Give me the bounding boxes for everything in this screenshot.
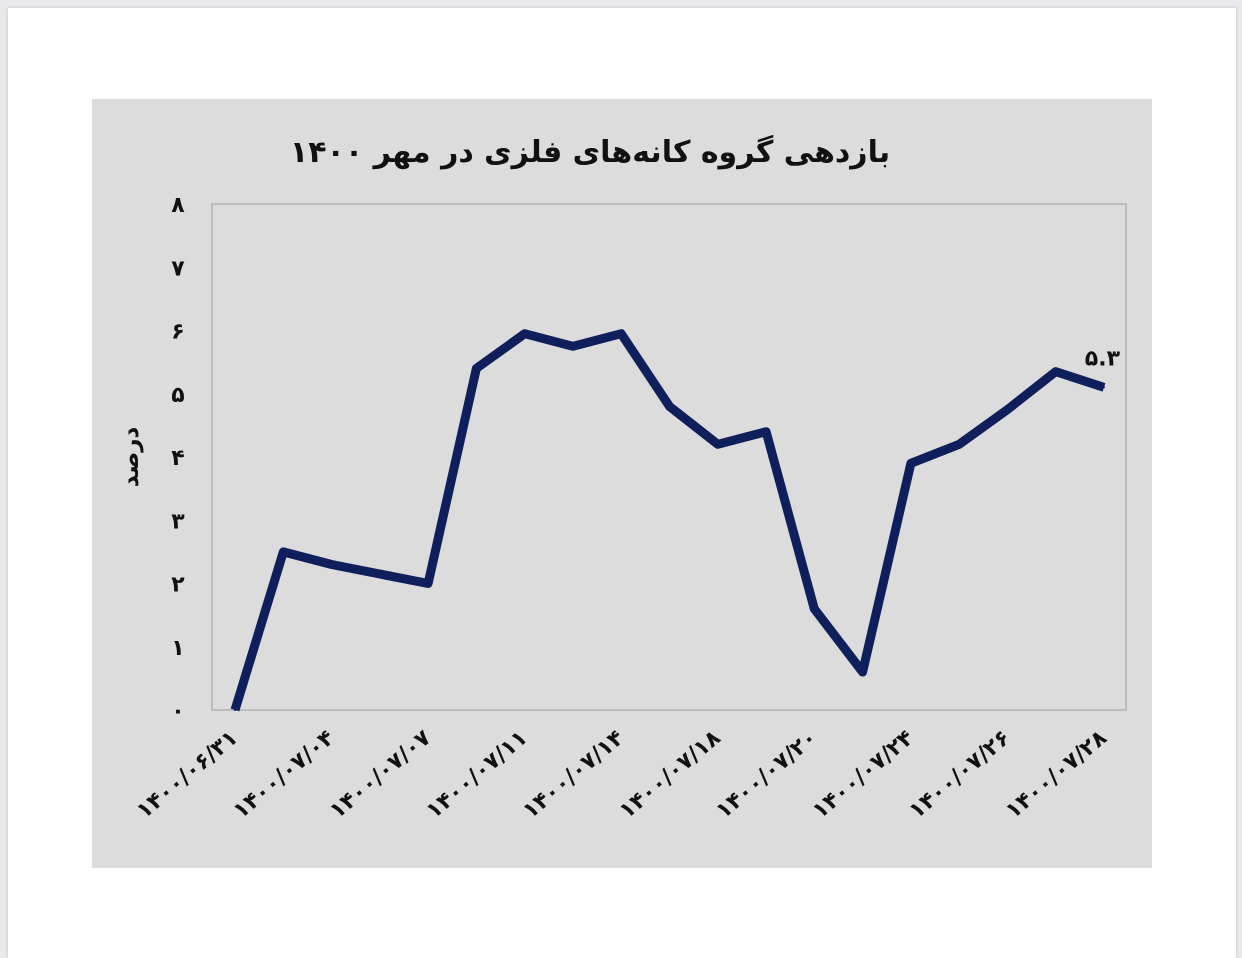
x-tick-label: ۱۴۰۰/۰۷/۱۸ [615,725,726,824]
y-tick-labels: ۰ ۱ ۲ ۳ ۴ ۵ ۶ ۷ ۸ [171,193,185,724]
x-tick-label: ۱۴۰۰/۰۷/۲۰ [712,725,823,824]
series-layer [230,329,1106,712]
data-point [571,345,574,348]
data-point [378,573,381,575]
data-point [909,462,912,465]
x-tick-label: ۱۴۰۰/۰۷/۰۷ [325,725,436,824]
y-tick-label: ۳ [171,509,185,534]
data-label-layer: ۵.۳ [1085,346,1121,371]
data-point [668,405,671,408]
x-tick-label: ۱۴۰۰/۰۷/۲۸ [1001,725,1112,824]
x-tick-label: ۱۴۰۰/۰۷/۲۴ [808,725,919,824]
y-tick-label: ۷ [171,256,185,281]
data-point [1054,370,1057,373]
plot-border [211,203,1127,711]
y-tick-label: ۲ [171,573,185,598]
data-point [861,671,864,673]
x-tick-label: ۱۴۰۰/۰۷/۱۱ [422,725,533,824]
data-point [1103,386,1105,389]
y-tick-label: ۰ [171,699,184,724]
data-point [523,332,526,335]
data-point [765,430,768,433]
y-tick-label: ۴ [171,446,184,471]
y-tick-label: ۵ [171,383,184,408]
data-label: ۵.۳ [1085,346,1121,371]
x-tick-label: ۱۴۰۰/۰۷/۰۴ [229,725,340,824]
x-tick-label: ۱۴۰۰/۰۷/۱۴ [518,725,629,824]
y-tick-label: ۶ [171,320,184,345]
data-point [475,367,478,370]
y-tick-label: ۱ [171,636,184,661]
data-point [427,582,430,585]
data-point [330,563,333,566]
x-tick-label: ۱۴۰۰/۰۷/۲۶ [905,725,1016,824]
data-point [716,443,719,446]
series-line [230,329,1106,712]
data-point [958,443,961,446]
chart-area: بازدهی گروه کانه‌های فلزی در مهر ۱۴۰۰ در… [92,99,1152,868]
x-tick-labels: ۱۴۰۰/۰۶/۳۱۱۴۰۰/۰۷/۰۴۱۴۰۰/۰۷/۰۷۱۴۰۰/۰۷/۱۱… [132,725,1112,824]
chart-title: بازدهی گروه کانه‌های فلزی در مهر ۱۴۰۰ [290,134,890,170]
data-point [813,607,816,610]
data-point [1006,408,1009,411]
y-axis-label: درصد [118,427,144,488]
line-chart: بازدهی گروه کانه‌های فلزی در مهر ۱۴۰۰ در… [118,134,1127,824]
x-tick-label: ۱۴۰۰/۰۶/۳۱ [132,725,243,824]
data-point [620,332,623,335]
page-sheet: بازدهی گروه کانه‌های فلزی در مهر ۱۴۰۰ در… [8,8,1236,958]
data-point [234,709,236,711]
y-tick-label: ۸ [171,193,185,218]
data-point [282,550,285,553]
